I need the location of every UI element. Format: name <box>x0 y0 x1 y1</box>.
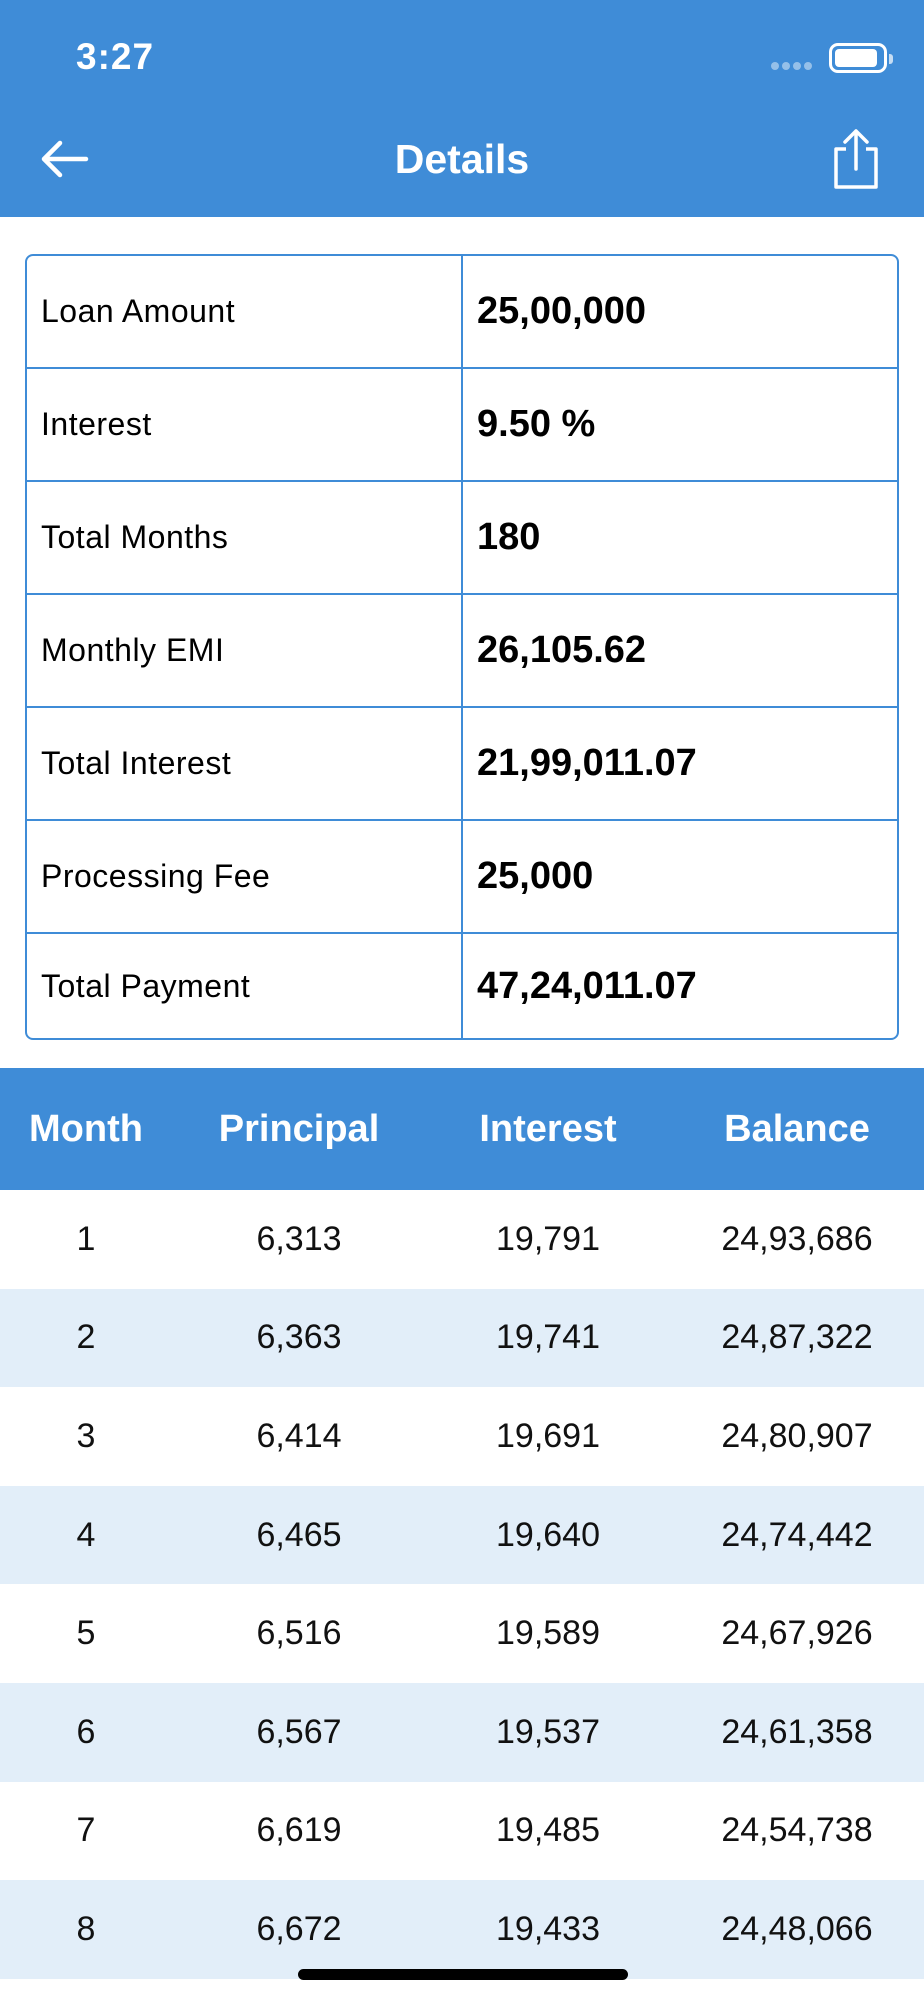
summary-value: 26,105.62 <box>477 629 647 671</box>
summary-row-loan-amount: Loan Amount 25,00,000 <box>27 256 897 369</box>
cell-principal: 6,465 <box>256 1515 342 1554</box>
cell-interest: 19,537 <box>496 1712 600 1751</box>
status-time: 3:27 <box>76 36 155 77</box>
cell-month: 1 <box>76 1219 96 1258</box>
cell-principal: 6,619 <box>256 1811 342 1850</box>
cell-interest: 19,485 <box>496 1811 600 1850</box>
home-indicator[interactable] <box>298 1969 628 1980</box>
cell-month: 6 <box>76 1712 96 1751</box>
column-header-month: Month <box>29 1107 143 1150</box>
summary-row-total-interest: Total Interest 21,99,011.07 <box>27 708 897 821</box>
battery-icon <box>829 43 893 73</box>
table-row: 3 6,414 19,691 24,80,907 <box>0 1387 924 1486</box>
summary-value: 9.50 % <box>477 403 596 445</box>
summary-row-total-months: Total Months 180 <box>27 482 897 595</box>
summary-label: Monthly EMI <box>27 595 463 706</box>
cell-balance: 24,87,322 <box>721 1318 873 1357</box>
cell-principal: 6,567 <box>256 1712 342 1751</box>
cell-month: 8 <box>76 1909 96 1948</box>
cell-principal: 6,516 <box>256 1614 342 1653</box>
cell-month: 5 <box>76 1614 96 1653</box>
summary-value: 180 <box>477 516 541 558</box>
cell-principal: 6,313 <box>256 1219 342 1258</box>
cell-balance: 24,61,358 <box>721 1712 873 1751</box>
summary-value: 47,24,011.07 <box>477 964 697 1007</box>
column-header-interest: Interest <box>479 1107 617 1150</box>
cell-balance: 24,74,442 <box>721 1515 873 1554</box>
cell-month: 2 <box>76 1318 96 1357</box>
share-icon <box>834 129 878 189</box>
loan-summary-table: Loan Amount 25,00,000 Interest 9.50 % To… <box>25 254 899 1040</box>
summary-label: Processing Fee <box>27 821 463 932</box>
signal-icon <box>771 60 815 70</box>
summary-label: Loan Amount <box>27 256 463 367</box>
summary-row-processing-fee: Processing Fee 25,000 <box>27 821 897 934</box>
summary-row-monthly-emi: Monthly EMI 26,105.62 <box>27 595 897 708</box>
cell-month: 3 <box>76 1416 96 1455</box>
summary-value: 21,99,011.07 <box>477 742 697 784</box>
table-row: 4 6,465 19,640 24,74,442 <box>0 1485 924 1585</box>
cell-principal: 6,414 <box>256 1416 342 1455</box>
cell-interest: 19,741 <box>496 1318 600 1357</box>
cell-balance: 24,67,926 <box>721 1614 873 1653</box>
schedule-header: Month Principal Interest Balance <box>0 1068 924 1190</box>
page-title: Details <box>394 136 530 182</box>
summary-label: Total Interest <box>27 708 463 819</box>
summary-label: Interest <box>27 369 463 480</box>
cell-principal: 6,672 <box>256 1909 342 1948</box>
summary-label: Total Months <box>27 482 463 593</box>
cell-interest: 19,589 <box>496 1614 600 1653</box>
cell-balance: 24,54,738 <box>721 1811 873 1850</box>
table-row: 7 6,619 19,485 24,54,738 <box>0 1782 924 1881</box>
cell-principal: 6,363 <box>256 1318 342 1357</box>
cell-balance: 24,80,907 <box>721 1416 873 1455</box>
table-row: 2 6,363 19,741 24,87,322 <box>0 1288 924 1388</box>
cell-balance: 24,48,066 <box>721 1909 873 1948</box>
table-row: 1 6,313 19,791 24,93,686 <box>0 1190 924 1289</box>
summary-label: Total Payment <box>27 934 463 1038</box>
summary-value: 25,00,000 <box>477 290 647 332</box>
cell-month: 7 <box>76 1811 96 1850</box>
cell-month: 4 <box>76 1515 96 1554</box>
column-header-balance: Balance <box>724 1107 870 1150</box>
summary-row-total-payment: Total Payment 47,24,011.07 <box>27 934 897 1038</box>
cell-interest: 19,433 <box>496 1909 600 1948</box>
summary-value: 25,000 <box>477 855 594 897</box>
arrow-left-icon <box>41 140 89 178</box>
navigation-bar: 3:27 Details <box>0 0 924 217</box>
table-row: 8 6,672 19,433 24,48,066 <box>0 1880 924 1979</box>
cell-interest: 19,791 <box>496 1219 600 1258</box>
cell-balance: 24,93,686 <box>721 1219 873 1258</box>
cell-interest: 19,640 <box>496 1515 600 1554</box>
cell-interest: 19,691 <box>496 1416 600 1455</box>
summary-row-interest: Interest 9.50 % <box>27 369 897 482</box>
table-row: 5 6,516 19,589 24,67,926 <box>0 1584 924 1683</box>
back-button[interactable] <box>36 134 96 184</box>
amortization-schedule[interactable]: 1 6,313 19,791 24,93,686 2 6,363 19,741 … <box>0 1190 924 1979</box>
table-row: 6 6,567 19,537 24,61,358 <box>0 1682 924 1782</box>
share-button[interactable] <box>826 125 886 193</box>
column-header-principal: Principal <box>218 1107 380 1150</box>
